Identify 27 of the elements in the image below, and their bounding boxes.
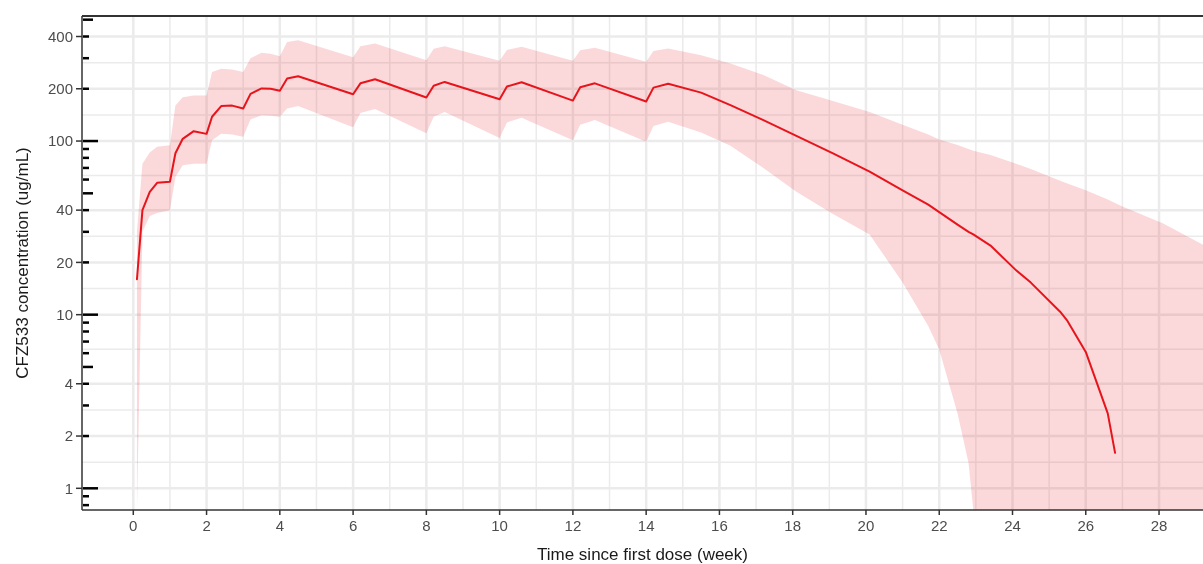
x-tick-label: 16 xyxy=(711,517,728,534)
x-tick-label: 28 xyxy=(1150,517,1168,534)
y-tick-label: 40 xyxy=(56,201,73,219)
x-tick-label: 14 xyxy=(637,517,655,534)
y-tick-label: 20 xyxy=(56,253,73,271)
y-tick-label: 4 xyxy=(64,375,73,393)
x-tick-label: 10 xyxy=(491,517,508,534)
x-tick-label: 12 xyxy=(564,517,582,534)
x-tick-label: 8 xyxy=(422,517,431,534)
x-tick-label: 26 xyxy=(1077,517,1095,534)
x-tick-label: 20 xyxy=(857,517,875,534)
x-tick-label: 4 xyxy=(275,517,284,534)
x-tick-label: 18 xyxy=(784,517,802,534)
x-tick-label: 6 xyxy=(348,517,358,534)
y-tick-label: 400 xyxy=(47,27,73,45)
x-tick-label: 0 xyxy=(129,517,138,534)
x-tick-label: 2 xyxy=(202,517,211,534)
y-tick-label: 100 xyxy=(47,132,73,150)
y-tick-label: 200 xyxy=(47,80,73,98)
y-tick-label: 10 xyxy=(56,305,73,323)
x-tick-label: 24 xyxy=(1004,517,1021,534)
x-tick-label: 22 xyxy=(930,517,948,534)
line-series xyxy=(135,75,1117,454)
y-tick-label: 1 xyxy=(64,479,73,497)
y-tick-label: 2 xyxy=(64,427,73,445)
y-axis-title: CFZ533 concentration (ug/mL) xyxy=(13,147,32,379)
x-axis-title: Time since first dose (week) xyxy=(537,545,748,564)
